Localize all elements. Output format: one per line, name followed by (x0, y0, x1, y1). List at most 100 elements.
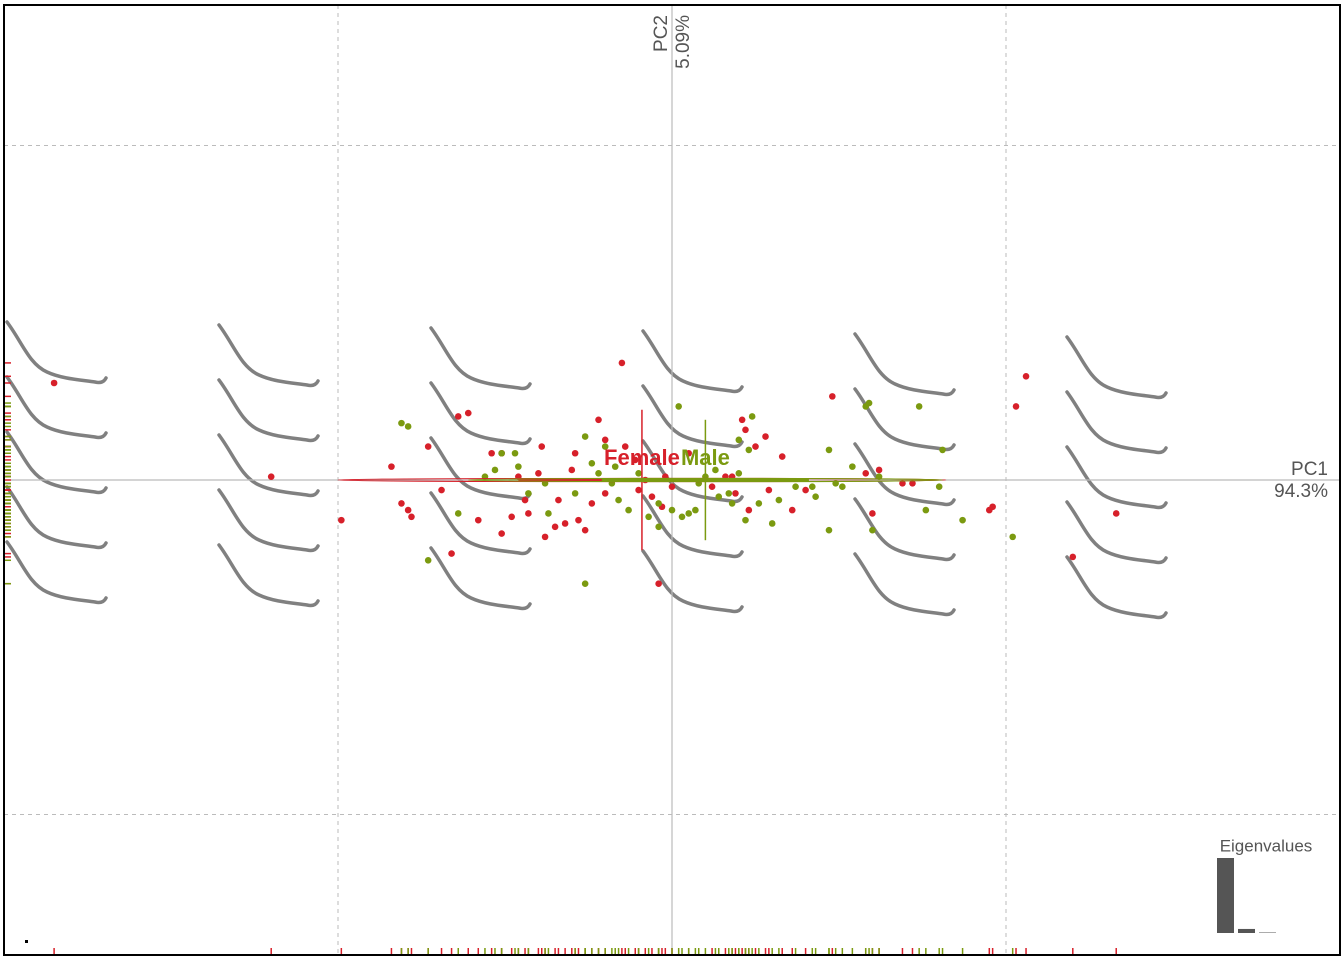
point (935, 483, 943, 490)
point (635, 470, 642, 477)
point (408, 513, 415, 521)
eigen-bar (1238, 928, 1255, 933)
point (752, 443, 759, 450)
point (735, 436, 743, 444)
point (498, 449, 505, 457)
eigen-bar (1217, 858, 1234, 933)
point (1022, 373, 1030, 380)
point (812, 493, 819, 501)
point (635, 486, 642, 494)
shape-glyph (853, 387, 956, 452)
shape-glyph (1065, 445, 1168, 510)
point (742, 516, 749, 524)
point (802, 486, 809, 494)
shape-glyph (429, 491, 532, 556)
point (735, 470, 743, 477)
y-axis-label: PC2 (651, 15, 672, 52)
shape-glyph (641, 384, 744, 449)
point (849, 463, 856, 470)
point (615, 496, 622, 504)
x-axis-label: PC1 (1291, 459, 1328, 480)
point (508, 513, 515, 521)
point (655, 523, 662, 531)
point (601, 443, 609, 450)
point (808, 483, 816, 490)
point (655, 500, 662, 507)
point (1009, 533, 1016, 541)
shape-glyph (1065, 390, 1168, 455)
point (939, 446, 946, 454)
point (454, 510, 462, 517)
point (765, 486, 773, 494)
point (715, 493, 723, 501)
shape-glyph (1065, 555, 1168, 620)
point (725, 490, 733, 497)
point (621, 443, 629, 450)
point (745, 506, 753, 514)
point (538, 443, 546, 450)
shape-glyph (1065, 500, 1168, 565)
point (768, 520, 776, 527)
point (464, 409, 472, 417)
point (692, 506, 699, 514)
shape-glyph (853, 442, 956, 507)
point (491, 466, 499, 474)
point (1069, 553, 1077, 561)
point (438, 486, 445, 494)
point (561, 520, 569, 527)
point (755, 500, 763, 507)
point (581, 526, 589, 534)
point (535, 470, 542, 477)
point (922, 506, 930, 514)
point (685, 449, 692, 457)
point (521, 496, 529, 504)
point (267, 473, 275, 480)
point (388, 463, 395, 470)
shape-glyph (641, 494, 744, 559)
point (875, 473, 883, 480)
point (825, 526, 833, 534)
point (869, 526, 876, 534)
y-axis-label: 5.09% (673, 15, 694, 69)
point (685, 510, 692, 517)
point (404, 423, 412, 430)
shape-glyph (641, 549, 744, 614)
point (581, 433, 589, 440)
point (645, 513, 652, 521)
point (625, 506, 632, 514)
shape-glyph (429, 546, 532, 611)
point (448, 550, 455, 557)
shape-glyph (429, 326, 532, 391)
point (488, 449, 495, 457)
point (555, 496, 562, 504)
point (568, 466, 576, 474)
class-label: Male (681, 445, 730, 470)
eigen-title: Eigenvalues (1220, 836, 1313, 855)
point (909, 480, 916, 487)
point (618, 359, 626, 367)
point (338, 516, 345, 524)
point (825, 446, 833, 454)
shape-glyph (5, 320, 108, 385)
shape-glyph (853, 552, 956, 617)
point (668, 506, 676, 514)
point (398, 500, 405, 507)
point (515, 463, 522, 470)
point (648, 493, 656, 501)
point (398, 419, 405, 427)
shape-glyph (5, 430, 108, 495)
x-axis-label: 94.3% (1274, 481, 1328, 502)
shape-glyph (853, 332, 956, 397)
shape-glyph (429, 436, 532, 501)
point (678, 513, 686, 521)
point (778, 453, 786, 460)
point (50, 379, 58, 387)
shape-glyph (429, 381, 532, 446)
point (989, 503, 996, 511)
point (601, 490, 609, 497)
point (581, 580, 589, 587)
shape-glyphs (5, 320, 1168, 620)
point (712, 466, 719, 474)
point (551, 523, 559, 531)
